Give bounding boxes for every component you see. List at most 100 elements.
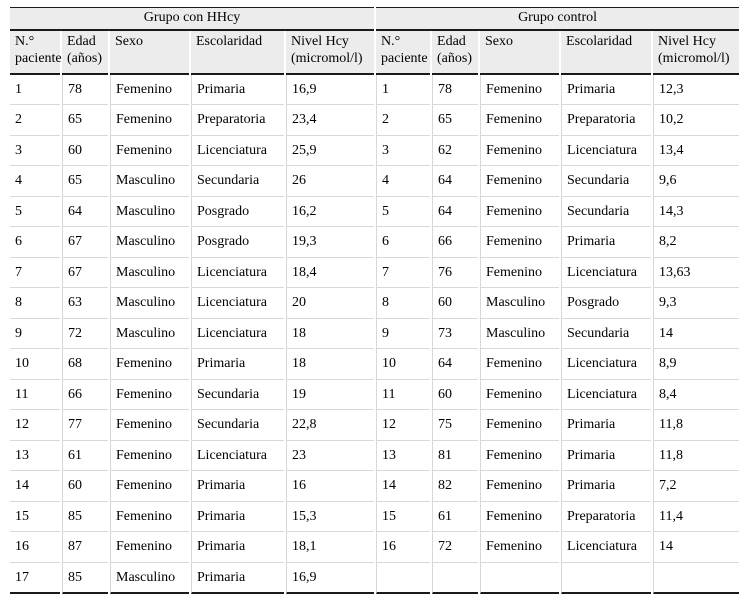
cell: 9 bbox=[376, 318, 431, 349]
cell: Femenino bbox=[480, 227, 560, 258]
cell: 1 bbox=[10, 74, 60, 105]
table-row: 1 78 Femenino Primaria 16,9 1 78 Femenino Primar… bbox=[10, 74, 740, 105]
cell: 61 bbox=[432, 501, 479, 532]
cell: Secundaria bbox=[561, 166, 652, 197]
cell: Preparatoria bbox=[561, 105, 652, 136]
cell: Posgrado bbox=[191, 227, 284, 258]
cell: 15 bbox=[10, 501, 60, 532]
col-header-line: N.° bbox=[381, 33, 401, 49]
cell: 9,3 bbox=[653, 288, 740, 319]
cell: Masculino bbox=[110, 227, 189, 258]
cell: 8 bbox=[10, 288, 60, 319]
table-body: 1 78 Femenino Primaria 16,9 1 78 Femenino Primar… bbox=[10, 74, 740, 594]
cell: 62 bbox=[432, 135, 479, 166]
cell: Femenino bbox=[480, 135, 560, 166]
cell: Femenino bbox=[480, 196, 560, 227]
cell: 18,4 bbox=[286, 257, 375, 288]
cell: 72 bbox=[62, 318, 108, 349]
cell: 7,2 bbox=[653, 471, 740, 502]
col-header-line: Edad bbox=[437, 33, 466, 49]
cell: 5 bbox=[10, 196, 60, 227]
cell: Primaria bbox=[191, 349, 284, 380]
cell: 18,1 bbox=[286, 532, 375, 563]
cell: 9 bbox=[10, 318, 60, 349]
cell: 19,3 bbox=[286, 227, 375, 258]
cell: Licenciatura bbox=[561, 257, 652, 288]
cell: Masculino bbox=[110, 562, 189, 594]
cell: Licenciatura bbox=[191, 288, 284, 319]
cell: 8,9 bbox=[653, 349, 740, 380]
cell: Femenino bbox=[110, 105, 189, 136]
table-row: 8 63 Masculino Licenciatura 20 8 60 Masculino Po… bbox=[10, 288, 740, 319]
cell: 14,3 bbox=[653, 196, 740, 227]
table-row: 14 60 Femenino Primaria 16 14 82 Femenino Primar… bbox=[10, 471, 740, 502]
col-header-escolaridad-hhcy: Escolaridad bbox=[191, 30, 284, 75]
cell: 65 bbox=[62, 166, 108, 197]
cell: 14 bbox=[10, 471, 60, 502]
table-row: 6 67 Masculino Posgrado 19,3 6 66 Femenino Prima… bbox=[10, 227, 740, 258]
cell: 22,8 bbox=[286, 410, 375, 441]
cell: 8 bbox=[376, 288, 431, 319]
cell: 11,8 bbox=[653, 410, 740, 441]
cell: 78 bbox=[432, 74, 479, 105]
group-title-hhcy: Grupo con HHcy bbox=[10, 7, 375, 31]
cell: Masculino bbox=[110, 257, 189, 288]
cell: Primaria bbox=[561, 440, 652, 471]
cell: 67 bbox=[62, 227, 108, 258]
cell: Preparatoria bbox=[561, 501, 652, 532]
col-header-line: (micromol/l) bbox=[658, 51, 730, 66]
cell: 18 bbox=[286, 349, 375, 380]
cell: 60 bbox=[432, 379, 479, 410]
cell: Masculino bbox=[480, 288, 560, 319]
cell: Licenciatura bbox=[561, 532, 652, 563]
cell: Femenino bbox=[480, 105, 560, 136]
cell: Primaria bbox=[561, 74, 652, 105]
cell: 68 bbox=[62, 349, 108, 380]
cell: Posgrado bbox=[561, 288, 652, 319]
cell: Masculino bbox=[480, 318, 560, 349]
group-header-row: Grupo con HHcy Grupo control bbox=[10, 7, 740, 31]
cell: 3 bbox=[376, 135, 431, 166]
cell: 7 bbox=[376, 257, 431, 288]
cell: 2 bbox=[376, 105, 431, 136]
cell bbox=[432, 562, 479, 594]
cell: 14 bbox=[653, 532, 740, 563]
col-header-paciente-hhcy: N.° paciente bbox=[10, 30, 62, 75]
cell: 9,6 bbox=[653, 166, 740, 197]
cell: 11 bbox=[10, 379, 60, 410]
cell: 63 bbox=[62, 288, 108, 319]
cell: Masculino bbox=[110, 318, 189, 349]
group-title-control: Grupo control bbox=[376, 7, 740, 31]
hcy-comparison-table: Grupo con HHcy Grupo control N.° pacient… bbox=[8, 7, 741, 594]
cell: 6 bbox=[376, 227, 431, 258]
cell: 65 bbox=[62, 105, 108, 136]
cell: 16 bbox=[376, 532, 431, 563]
table-row: 7 67 Masculino Licenciatura 18,4 7 76 Femenino L… bbox=[10, 257, 740, 288]
col-header-line: (años) bbox=[67, 51, 102, 66]
cell: Femenino bbox=[110, 532, 189, 563]
cell: Primaria bbox=[191, 532, 284, 563]
col-header-nivel-hcy-control: Nivel Hcy (micromol/l) bbox=[653, 30, 740, 75]
cell: Femenino bbox=[110, 471, 189, 502]
cell bbox=[653, 562, 740, 594]
cell: 16 bbox=[286, 471, 375, 502]
column-header-row: N.° paciente Edad (años) Sexo Escolarida… bbox=[10, 30, 740, 75]
col-header-escolaridad-control: Escolaridad bbox=[561, 30, 652, 75]
cell: 73 bbox=[432, 318, 479, 349]
cell: Secundaria bbox=[191, 379, 284, 410]
cell: 8,4 bbox=[653, 379, 740, 410]
cell: 60 bbox=[62, 471, 108, 502]
table-row: 11 66 Femenino Secundaria 19 11 60 Femenino Lice… bbox=[10, 379, 740, 410]
col-header-line: N.° bbox=[15, 33, 35, 49]
table-row: 9 72 Masculino Licenciatura 18 9 73 Masculino Se… bbox=[10, 318, 740, 349]
cell: 75 bbox=[432, 410, 479, 441]
cell: Primaria bbox=[561, 227, 652, 258]
cell: 4 bbox=[10, 166, 60, 197]
cell: Primaria bbox=[561, 471, 652, 502]
cell: 64 bbox=[62, 196, 108, 227]
cell: 26 bbox=[286, 166, 375, 197]
col-header-edad-hhcy: Edad (años) bbox=[62, 30, 108, 75]
cell: Femenino bbox=[110, 349, 189, 380]
col-header-nivel-hcy-hhcy: Nivel Hcy (micromol/l) bbox=[286, 30, 375, 75]
